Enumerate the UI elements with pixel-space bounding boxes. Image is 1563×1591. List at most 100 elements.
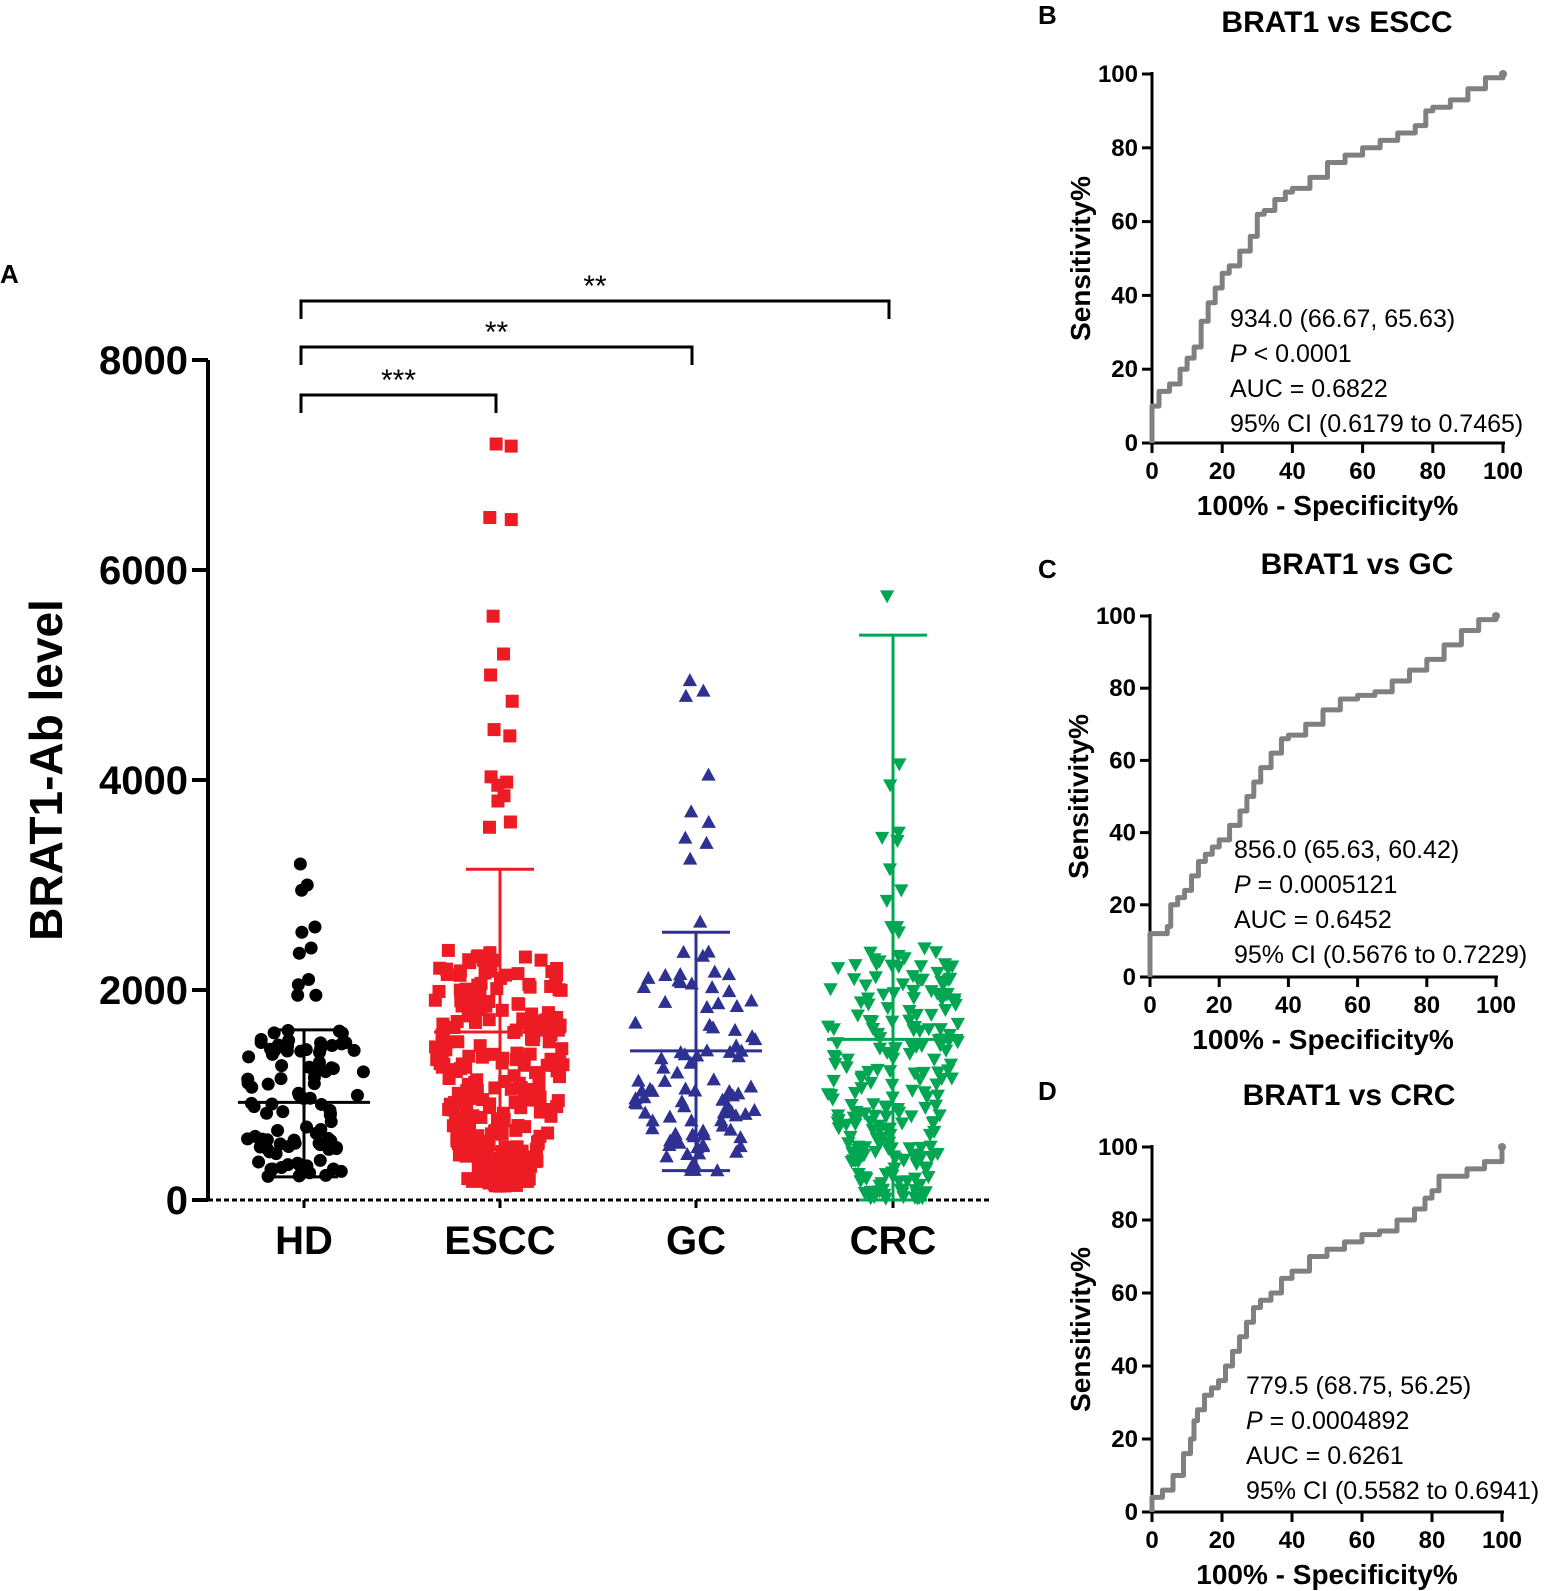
panel-a-data-point <box>903 1038 919 1052</box>
panel-a-data-point <box>350 1088 364 1102</box>
panel-a-data-point <box>544 1109 558 1123</box>
panel-a-data-point <box>931 1066 946 1080</box>
roc-xtick-label: 60 <box>1349 458 1376 485</box>
roc-xtick-label: 40 <box>1275 992 1302 1019</box>
panel-a-sig-bracket <box>299 299 891 319</box>
panel-a-data-point <box>477 1134 491 1148</box>
roc-title: BRAT1 vs ESCC <box>1221 6 1452 39</box>
panel-a-data-point <box>312 1045 326 1059</box>
panel-letter-a: A <box>0 259 19 289</box>
roc-ylabel: Sensitivity% <box>1065 176 1096 341</box>
panel-a-data-point <box>483 1163 497 1177</box>
panel-a-data-point <box>518 950 532 964</box>
panel-a-category-label: GC <box>666 1219 726 1263</box>
roc-ytick-label: 20 <box>1111 1426 1138 1453</box>
panel-a-data-point <box>534 953 548 967</box>
panel-a-data-point <box>738 1106 753 1120</box>
panel-a-data-point <box>291 978 305 992</box>
panel-a-data-point <box>436 1017 450 1031</box>
panel-a-data-point <box>645 1113 660 1127</box>
panel-a-data-point <box>429 1040 443 1054</box>
panel-a-category-label: CRC <box>850 1219 937 1263</box>
roc-xtick-label: 40 <box>1279 458 1306 485</box>
roc-ytick-label: 40 <box>1111 282 1138 309</box>
panel-a-data-point <box>473 1160 487 1174</box>
roc-pvalue-text: P = 0.0004892 <box>1246 1407 1409 1435</box>
panel-a-data-point <box>302 973 316 986</box>
roc-title: BRAT1 vs CRC <box>1243 1079 1456 1112</box>
panel-a-sig-bracket <box>299 393 498 413</box>
roc-ytick-label: 80 <box>1111 1207 1138 1234</box>
panel-a-data-point <box>254 1035 268 1049</box>
roc-xtick-label: 20 <box>1209 458 1236 485</box>
roc-curve-end-point <box>1498 1143 1506 1151</box>
roc-cutoff-text: 856.0 (65.63, 60.42) <box>1234 836 1459 864</box>
panel-a-data-point <box>839 1061 854 1075</box>
roc-curve <box>1147 616 1499 977</box>
panel-a-data-point <box>840 1053 855 1067</box>
panel-a-data-point <box>282 1033 296 1047</box>
roc-ytick-label: 0 <box>1123 964 1136 991</box>
panel-a-data-point <box>869 958 884 972</box>
panel-a-data-point <box>705 1020 721 1034</box>
panel-a-data-point <box>743 1079 759 1093</box>
panel-a-data-point <box>662 1138 677 1152</box>
panel-a-data-point <box>907 1021 922 1035</box>
roc-xtick-label: 80 <box>1419 458 1446 485</box>
panel-a-data-point <box>295 925 309 939</box>
panel-a-data-point <box>504 439 518 453</box>
panel-a-data-point <box>641 970 656 984</box>
panel-a-data-point <box>671 973 686 987</box>
panel-a-data-point <box>844 1098 859 1112</box>
panel-a-data-point <box>497 647 511 661</box>
panel-a-points <box>241 437 966 1206</box>
panel-a-data-point <box>273 1137 287 1151</box>
panel-a-data-point <box>503 729 517 743</box>
panel-a-data-point <box>686 1129 702 1143</box>
panel-a-data-point <box>826 1049 842 1063</box>
roc-xtick-label: 100 <box>1476 992 1516 1019</box>
panel-a-data-point <box>292 1158 306 1172</box>
panel-a-data-point <box>729 998 745 1012</box>
panel-a-data-point <box>495 1056 509 1070</box>
panel-letter-b: B <box>1038 0 1057 30</box>
panel-a-data-point <box>451 1035 465 1049</box>
panel-a-data-point <box>891 1175 907 1189</box>
panel-a-data-point <box>307 1070 321 1084</box>
panel-a-data-point <box>495 1003 509 1017</box>
panel-a-data-point <box>896 1153 912 1167</box>
panel-a-data-point <box>724 1104 739 1118</box>
roc-xtick-label: 0 <box>1145 458 1158 485</box>
panel-a-data-point <box>526 1033 540 1047</box>
panel-a-data-point <box>928 1099 944 1113</box>
panel-a-data-point <box>549 1058 563 1072</box>
panel-d-roc: D BRAT1 vs CRC 00 20 20 40 40 60 60 80 80 100 100 Se… <box>1038 1076 1539 1590</box>
panel-a-data-point <box>507 1069 521 1083</box>
panel-a-data-point <box>335 1037 349 1051</box>
panel-a-data-point <box>276 1105 290 1119</box>
panel-a-data-point <box>441 943 455 957</box>
panel-a-sig-label: ** <box>583 270 607 303</box>
panel-a-data-point <box>851 1168 866 1182</box>
roc-xtick-label: 100 <box>1482 1527 1522 1554</box>
panel-a-data-point <box>674 1094 690 1108</box>
panel-a-data-point <box>826 1074 841 1088</box>
panel-a-data-point <box>891 926 906 940</box>
panel-a-data-point <box>490 1112 504 1126</box>
panel-a-data-point <box>917 1161 933 1175</box>
panel-a-data-point <box>721 967 737 981</box>
panel-a-data-point <box>879 894 895 908</box>
panel-a-data-point <box>505 694 519 708</box>
panel-a-data-point <box>356 1065 370 1079</box>
roc-xtick-label: 0 <box>1145 1527 1158 1554</box>
panel-a-data-point <box>938 1044 954 1058</box>
panel-a-data-point <box>846 973 862 987</box>
panel-a-data-point <box>465 996 479 1010</box>
panel-a-data-point <box>504 513 518 527</box>
panel-a-data-point <box>933 1023 948 1037</box>
roc-pvalue-text: P < 0.0001 <box>1230 340 1352 368</box>
panel-a-data-point <box>861 1189 876 1203</box>
panel-a-data-point <box>869 1133 885 1147</box>
panel-a-yaxis: 0 2000 4000 6000 8000 <box>99 339 990 1223</box>
panel-a-data-point <box>482 1013 496 1027</box>
